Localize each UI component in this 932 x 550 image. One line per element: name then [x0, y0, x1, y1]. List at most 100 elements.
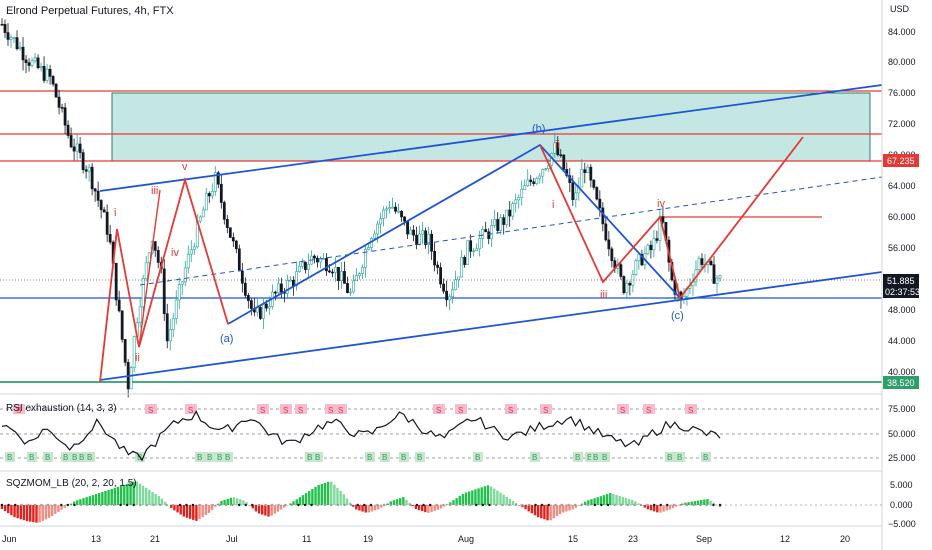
candle-body[interactable] — [51, 76, 55, 85]
momentum-bar[interactable] — [649, 505, 653, 511]
candle-body[interactable] — [472, 250, 476, 253]
momentum-bar[interactable] — [706, 499, 709, 505]
candle-body[interactable] — [709, 260, 713, 266]
candle-body[interactable] — [331, 271, 334, 274]
candle-body[interactable] — [102, 209, 106, 213]
momentum-bar[interactable] — [182, 505, 186, 517]
momentum-bar[interactable] — [543, 505, 546, 520]
candle-body[interactable] — [9, 37, 13, 40]
momentum-bar[interactable] — [427, 505, 430, 513]
candle-body[interactable] — [529, 179, 533, 183]
momentum-bar[interactable] — [298, 497, 302, 505]
candle-body[interactable] — [607, 239, 611, 250]
momentum-bar[interactable] — [587, 500, 590, 505]
candle-body[interactable] — [201, 209, 205, 218]
momentum-bar[interactable] — [166, 504, 170, 506]
candle-body[interactable] — [90, 166, 94, 190]
momentum-bar[interactable] — [439, 505, 443, 509]
momentum-bar[interactable] — [22, 505, 26, 521]
momentum-bar[interactable] — [217, 503, 220, 505]
momentum-bar[interactable] — [549, 505, 552, 521]
candle-body[interactable] — [96, 190, 100, 201]
momentum-bar[interactable] — [63, 505, 66, 508]
momentum-bar[interactable] — [254, 505, 258, 512]
momentum-bar[interactable] — [355, 505, 358, 510]
candle-body[interactable] — [72, 146, 76, 152]
candle-body[interactable] — [39, 65, 43, 69]
momentum-bar[interactable] — [97, 493, 101, 505]
momentum-bar[interactable] — [373, 505, 377, 511]
momentum-bar[interactable] — [527, 505, 530, 512]
momentum-bar[interactable] — [681, 503, 684, 505]
candle-body[interactable] — [222, 202, 226, 220]
momentum-bar[interactable] — [665, 505, 668, 511]
candle-body[interactable] — [445, 290, 449, 301]
momentum-bar[interactable] — [317, 484, 320, 505]
momentum-bar[interactable] — [188, 505, 192, 519]
momentum-bar[interactable] — [571, 505, 574, 510]
candle-body[interactable] — [553, 142, 557, 154]
momentum-bar[interactable] — [684, 502, 687, 505]
momentum-bar[interactable] — [286, 505, 289, 506]
candle-body[interactable] — [192, 246, 196, 251]
momentum-bar[interactable] — [141, 485, 145, 505]
momentum-bar[interactable] — [530, 505, 534, 514]
momentum-bar[interactable] — [405, 499, 408, 505]
candle-body[interactable] — [595, 187, 599, 200]
candle-body[interactable] — [433, 250, 437, 266]
candle-body[interactable] — [93, 188, 97, 192]
candle-body[interactable] — [87, 166, 91, 172]
candle-body[interactable] — [114, 262, 118, 301]
candle-body[interactable] — [466, 240, 470, 265]
momentum-bar[interactable] — [489, 486, 493, 505]
candle-body[interactable] — [367, 247, 370, 250]
momentum-bar[interactable] — [135, 481, 139, 505]
momentum-bar[interactable] — [446, 504, 449, 505]
candle-body[interactable] — [589, 166, 593, 181]
momentum-bar[interactable] — [612, 493, 615, 505]
momentum-bar[interactable] — [314, 486, 317, 505]
candle-body[interactable] — [352, 280, 355, 293]
candle-body[interactable] — [622, 276, 626, 294]
channel-lower-line[interactable] — [99, 271, 883, 381]
momentum-bar[interactable] — [336, 487, 339, 505]
momentum-bar[interactable] — [699, 500, 703, 505]
candle-body[interactable] — [355, 275, 358, 282]
momentum-bar[interactable] — [367, 505, 371, 513]
candle-body[interactable] — [475, 248, 479, 252]
momentum-bar[interactable] — [345, 498, 349, 505]
candle-body[interactable] — [403, 216, 406, 222]
candle-body[interactable] — [304, 261, 307, 270]
momentum-bar[interactable] — [279, 505, 283, 510]
momentum-bar[interactable] — [602, 495, 606, 505]
momentum-bar[interactable] — [41, 505, 44, 521]
candle-body[interactable] — [316, 257, 319, 263]
momentum-bar[interactable] — [499, 492, 502, 505]
candle-body[interactable] — [0, 23, 4, 26]
momentum-bar[interactable] — [163, 501, 167, 505]
momentum-bar[interactable] — [132, 481, 135, 505]
candle-body[interactable] — [276, 283, 280, 293]
candle-body[interactable] — [189, 249, 193, 255]
momentum-bar[interactable] — [690, 501, 693, 505]
momentum-bar[interactable] — [715, 504, 719, 506]
candle-body[interactable] — [379, 218, 382, 225]
candle-body[interactable] — [21, 46, 25, 61]
momentum-bar[interactable] — [364, 505, 367, 513]
candle-body[interactable] — [556, 142, 560, 156]
candle-body[interactable] — [240, 270, 244, 284]
candle-body[interactable] — [628, 282, 632, 286]
candle-body[interactable] — [180, 281, 184, 285]
candle-body[interactable] — [231, 237, 235, 242]
momentum-bar[interactable] — [330, 481, 333, 505]
candle-body[interactable] — [313, 255, 316, 259]
momentum-bar[interactable] — [518, 505, 521, 506]
momentum-bar[interactable] — [430, 505, 433, 512]
momentum-bar[interactable] — [590, 499, 593, 505]
candle-body[interactable] — [520, 189, 524, 198]
momentum-bar[interactable] — [696, 500, 700, 505]
momentum-bar[interactable] — [19, 505, 23, 520]
momentum-bar[interactable] — [104, 490, 107, 505]
momentum-bar[interactable] — [596, 497, 599, 505]
momentum-bar[interactable] — [449, 502, 452, 505]
